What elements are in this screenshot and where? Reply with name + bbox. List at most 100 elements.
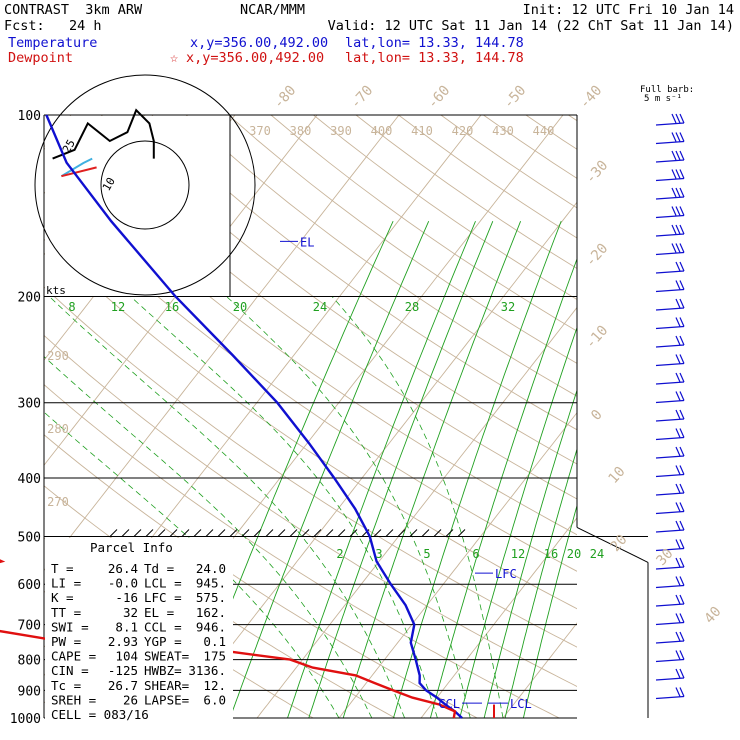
hatch-mark xyxy=(409,529,418,537)
wind-barb-icon xyxy=(655,243,685,256)
wind-barb-icon xyxy=(655,150,685,163)
theta-label-270: 270 xyxy=(47,495,69,509)
mixing-ratio-line xyxy=(429,257,577,718)
wind-barb-icon xyxy=(655,206,685,219)
pressure-label-800: 800 xyxy=(18,654,41,669)
parcel-row-label: HWBZ= xyxy=(144,663,182,678)
hatch-mark xyxy=(289,529,298,537)
isotherm-line xyxy=(256,306,577,718)
hatch-mark xyxy=(253,529,262,537)
mixing-ratio-label-2: 2 xyxy=(336,547,343,561)
parcel-row-label: CAPE = xyxy=(51,649,96,664)
hatch-mark xyxy=(457,529,466,537)
hatch-mark xyxy=(229,529,238,537)
parcel-row-label: SWI = xyxy=(51,619,89,634)
sounding-traces: EL LFC LCL CCL xyxy=(0,114,532,719)
dry-adiabat-line xyxy=(398,115,577,239)
mixing-ratio-label-20: 20 xyxy=(567,547,581,561)
mixing-ratio-line xyxy=(459,326,577,718)
wind-barb-icon xyxy=(655,465,685,478)
wind-barb-icon xyxy=(655,317,685,330)
parcel-row-value: 26 xyxy=(123,692,138,707)
dry-adiabat-line xyxy=(58,115,577,500)
parcel-info-title: Parcel Info xyxy=(90,540,173,555)
hatch-mark xyxy=(157,529,166,537)
hodograph-ring-10 xyxy=(100,140,190,230)
parcel-row-label: PW = xyxy=(51,634,81,649)
mixing-ratio-label-28: 28 xyxy=(405,300,419,314)
mixing-ratio-label-5: 5 xyxy=(423,547,430,561)
parcel-row-value: 12. xyxy=(203,678,226,693)
hatch-mark xyxy=(133,529,142,537)
right-axis-bend xyxy=(576,526,649,563)
hatch-mark xyxy=(277,529,286,537)
parcel-row-label: LCL = xyxy=(144,576,182,591)
hatch-mark xyxy=(301,529,310,537)
hodograph-low-level-red xyxy=(61,166,97,178)
mixing-ratio-label-12: 12 xyxy=(111,300,125,314)
wind-barb-icon xyxy=(655,354,685,367)
isotherm-line xyxy=(502,622,577,718)
moist-adiabat-line xyxy=(44,356,373,718)
isotherm-label-40: 40 xyxy=(701,604,724,627)
mixing-ratio-line xyxy=(504,447,577,718)
wind-barb-icon xyxy=(655,187,685,200)
parcel-row-value: -16 xyxy=(115,590,138,605)
isotherm-line xyxy=(44,115,318,466)
wind-barb-icon xyxy=(655,613,685,626)
wind-barb-icon xyxy=(655,428,685,441)
mixing-ratio-label-12: 12 xyxy=(511,547,525,561)
dry-adiabat-line xyxy=(696,115,740,718)
parcel-row-label: LI = xyxy=(51,576,81,591)
isotherm-label-m20: -20 xyxy=(583,241,612,271)
mixing-ratio-line xyxy=(483,388,577,718)
wind-barb-icon xyxy=(655,668,685,681)
dry-adiabat-line xyxy=(44,286,577,648)
valid-time: Valid: 12 UTC Sat 11 Jan 14 (22 ChT Sat … xyxy=(327,18,734,34)
wind-barb-icon xyxy=(655,446,685,459)
hatch-mark xyxy=(217,529,226,537)
parcel-row-label: K = xyxy=(51,590,74,605)
temperature-xy: x,y=356.00,492.00 xyxy=(190,35,329,51)
el-label: EL xyxy=(300,235,314,249)
dewpoint-xy: x,y=356.00,492.00 xyxy=(186,50,325,66)
isotherm-line xyxy=(667,115,740,718)
dry-adiabat-line xyxy=(44,238,577,610)
pressure-label-600: 600 xyxy=(18,578,41,593)
wind-barb-icon xyxy=(655,224,685,237)
lcl-label: LCL xyxy=(510,697,532,711)
isotherm-line xyxy=(585,115,740,718)
parcel-row-value: -125 xyxy=(108,663,138,678)
wind-barb-icon xyxy=(655,261,685,274)
isotherm-line xyxy=(338,411,577,718)
wind-barb-icon xyxy=(655,520,685,533)
diagram-grid xyxy=(43,114,740,719)
hatch-mark xyxy=(445,529,454,537)
theta-label-400: 400 xyxy=(371,124,393,138)
hodograph-low-level-blue xyxy=(60,157,93,178)
hatch-mark xyxy=(109,529,118,537)
theta-label-440: 440 xyxy=(533,124,555,138)
parcel-row-label: LAPSE= xyxy=(144,692,189,707)
wind-barb-column xyxy=(655,113,685,700)
dry-adiabat-line xyxy=(525,115,577,150)
pressure-label-400: 400 xyxy=(18,472,41,487)
isotherm-label-m80: -80 xyxy=(271,83,300,113)
barb-key-line2: 5 m s⁻¹ xyxy=(644,94,682,104)
parcel-row-value: 24.0 xyxy=(196,561,226,576)
dry-adiabat-line xyxy=(44,334,577,687)
dry-adiabat-line xyxy=(44,144,577,536)
wind-barb-icon xyxy=(655,594,685,607)
isotherm-label-0: 0 xyxy=(588,407,606,424)
wind-barb-icon xyxy=(655,687,685,700)
pressure-label-700: 700 xyxy=(18,619,41,634)
wind-barb-icon xyxy=(655,335,685,348)
theta-label-410: 410 xyxy=(411,124,433,138)
moist-adiabat-line xyxy=(226,296,471,718)
dry-adiabat-line xyxy=(611,115,740,718)
mixing-ratio-label-24: 24 xyxy=(590,547,604,561)
parcel-row-value: 26.7 xyxy=(108,678,138,693)
wind-barb-icon xyxy=(655,650,685,663)
mixing-ratio-label-16: 16 xyxy=(544,547,558,561)
